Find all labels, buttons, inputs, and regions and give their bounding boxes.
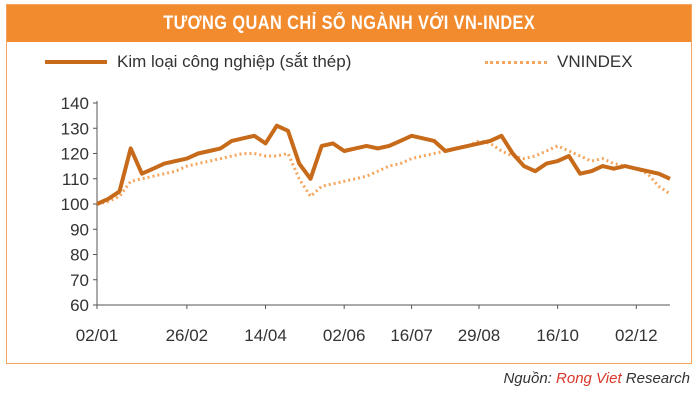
source-prefix: Nguồn: [503, 370, 557, 387]
y-tick-label: 110 [62, 170, 89, 189]
x-tick-label: 16/10 [536, 326, 579, 345]
chart-legend: Kim loại công nghiệp (sắt thép) VNINDEX [7, 49, 691, 75]
x-tick-label: 26/02 [166, 326, 209, 345]
x-tick-label: 02/12 [615, 326, 658, 345]
legend-swatch-steel [45, 60, 107, 64]
x-tick-label: 14/04 [244, 326, 287, 345]
y-tick-label: 60 [70, 296, 89, 315]
source-brand: Rong Viet [556, 370, 622, 387]
y-tick-label: 100 [61, 195, 89, 214]
legend-swatch-vnindex [485, 60, 547, 64]
legend-label-steel: Kim loại công nghiệp (sắt thép) [117, 52, 352, 71]
y-tick-label: 80 [70, 246, 89, 265]
chart-title: TƯƠNG QUAN CHỈ SỐ NGÀNH VỚI VN-INDEX [163, 12, 535, 34]
y-tick-label: 130 [61, 119, 89, 138]
y-tick-label: 70 [70, 271, 89, 290]
series-line-steel [96, 123, 671, 206]
y-tick-label: 90 [70, 220, 89, 239]
series-line-vnindex [96, 139, 671, 206]
chart-title-banner: TƯƠNG QUAN CHỈ SỐ NGÀNH VỚI VN-INDEX [7, 5, 691, 42]
source-note: Nguồn: Rong Viet Research [503, 370, 690, 387]
legend-label-vnindex: VNINDEX [557, 52, 633, 71]
source-suffix: Research [621, 370, 690, 387]
x-tick-label: 29/08 [458, 326, 501, 345]
legend-item-steel: Kim loại công nghiệp (sắt thép) [45, 49, 351, 75]
x-tick-label: 02/06 [323, 326, 366, 345]
y-tick-label: 120 [61, 145, 89, 164]
x-tick-label: 02/01 [76, 326, 119, 345]
y-tick-label: 140 [61, 94, 89, 113]
x-tick-label: 16/07 [390, 326, 433, 345]
legend-item-vnindex: VNINDEX [485, 49, 633, 75]
